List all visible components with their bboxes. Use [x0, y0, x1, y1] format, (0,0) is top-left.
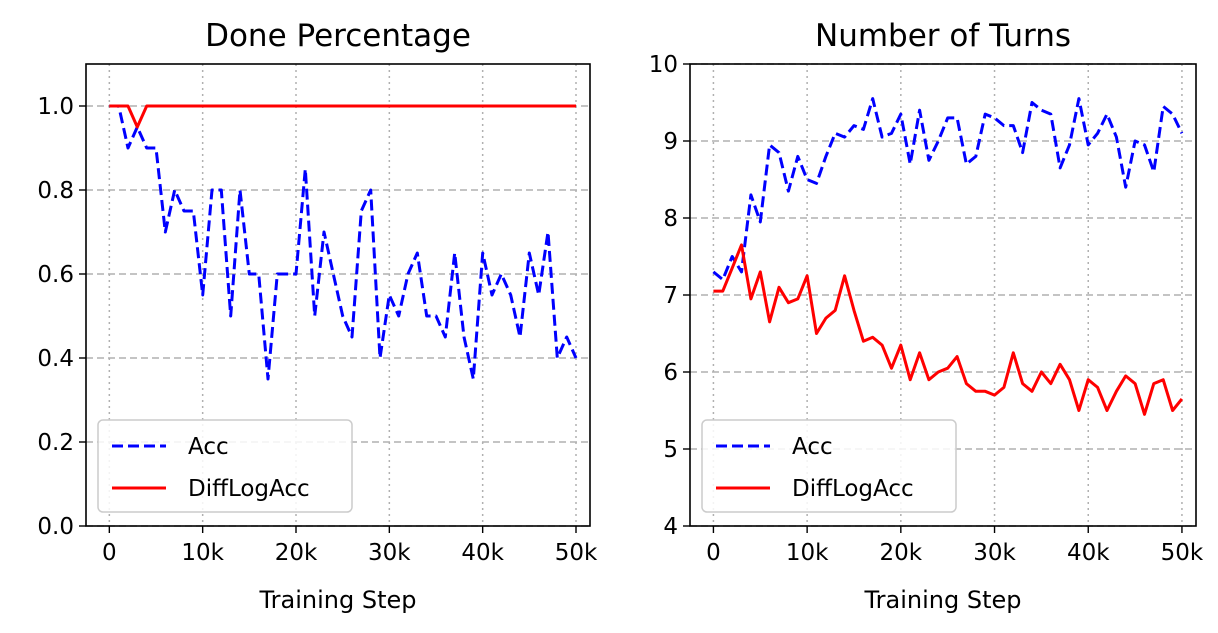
- chart-panel-2: 0 10k 20k 30k 40k 50k 4 5 6 7 8 9 10 Number of Turns T…: [649, 18, 1204, 614]
- x-tick-label: 20k: [880, 540, 923, 566]
- x-axis-label: Training Step: [864, 586, 1022, 614]
- y-tick-label: 1.0: [37, 94, 74, 120]
- y-tick-label: 0.8: [37, 178, 74, 204]
- y-tick-label: 7: [663, 283, 678, 309]
- legend-label: DiffLogAcc: [792, 476, 914, 502]
- y-tick-label: 0.0: [37, 514, 74, 540]
- x-tick-label: 30k: [973, 540, 1016, 566]
- y-tick-label: 4: [663, 514, 678, 540]
- x-tick-label: 30k: [368, 540, 411, 566]
- series-line-acc: [712, 97, 1184, 282]
- y-tick-label: 6: [663, 360, 678, 386]
- x-tick-label: 0: [706, 540, 721, 566]
- axes-frame: [85, 63, 591, 527]
- y-tick-label: 5: [663, 437, 678, 463]
- y-tick-label: 10: [649, 52, 678, 78]
- y-tick-label: 9: [663, 129, 678, 155]
- y-tick-label: 8: [663, 206, 678, 232]
- x-tick-label: 10k: [786, 540, 829, 566]
- x-tick-label: 0: [102, 540, 117, 566]
- x-tick-label: 40k: [1067, 540, 1110, 566]
- chart-title: Done Percentage: [205, 18, 471, 54]
- legend-label: Acc: [188, 434, 229, 460]
- legend-label: Acc: [792, 434, 833, 460]
- chart-title: Number of Turns: [815, 18, 1071, 54]
- x-tick-label: 50k: [555, 540, 598, 566]
- x-tick-label: 50k: [1161, 540, 1204, 566]
- y-tick-label: 0.4: [37, 346, 74, 372]
- x-tick-label: 40k: [461, 540, 504, 566]
- series-line-acc: [109, 104, 578, 381]
- legend: Acc DiffLogAcc: [701, 419, 957, 513]
- series-line-difflogacc: [109, 104, 576, 129]
- series-line-difflogacc: [713, 243, 1184, 416]
- y-tick-label: 0.2: [37, 430, 74, 456]
- x-tick-label: 10k: [181, 540, 224, 566]
- y-tick-label: 0.6: [37, 262, 74, 288]
- legend: Acc DiffLogAcc: [97, 419, 353, 513]
- x-tick-label: 20k: [275, 540, 318, 566]
- x-axis-label: Training Step: [259, 586, 417, 614]
- chart-panel-1: 0 10k 20k 30k 40k 50k 0.0 0.2 0.4 0.6 0.8 1.0 Done P…: [37, 18, 598, 614]
- legend-label: DiffLogAcc: [188, 476, 310, 502]
